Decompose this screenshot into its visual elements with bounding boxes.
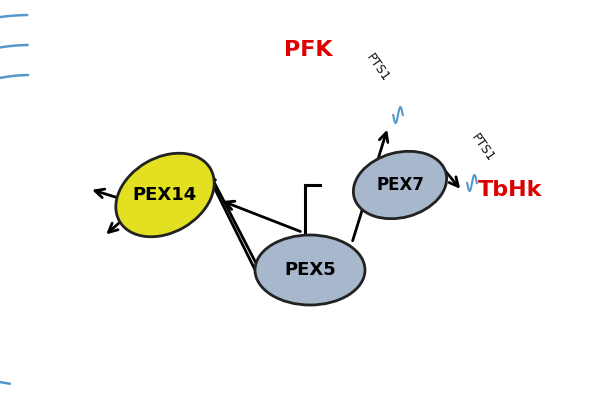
Ellipse shape [255, 235, 365, 305]
Ellipse shape [353, 151, 446, 219]
Text: PTS1: PTS1 [364, 52, 392, 85]
Text: PEX7: PEX7 [376, 176, 424, 194]
Text: PEX14: PEX14 [133, 186, 197, 204]
Text: PEX5: PEX5 [284, 261, 336, 279]
Text: PTS1: PTS1 [469, 131, 497, 164]
Text: TbHk: TbHk [478, 180, 542, 200]
Ellipse shape [116, 153, 214, 237]
Text: PFK: PFK [284, 40, 332, 60]
